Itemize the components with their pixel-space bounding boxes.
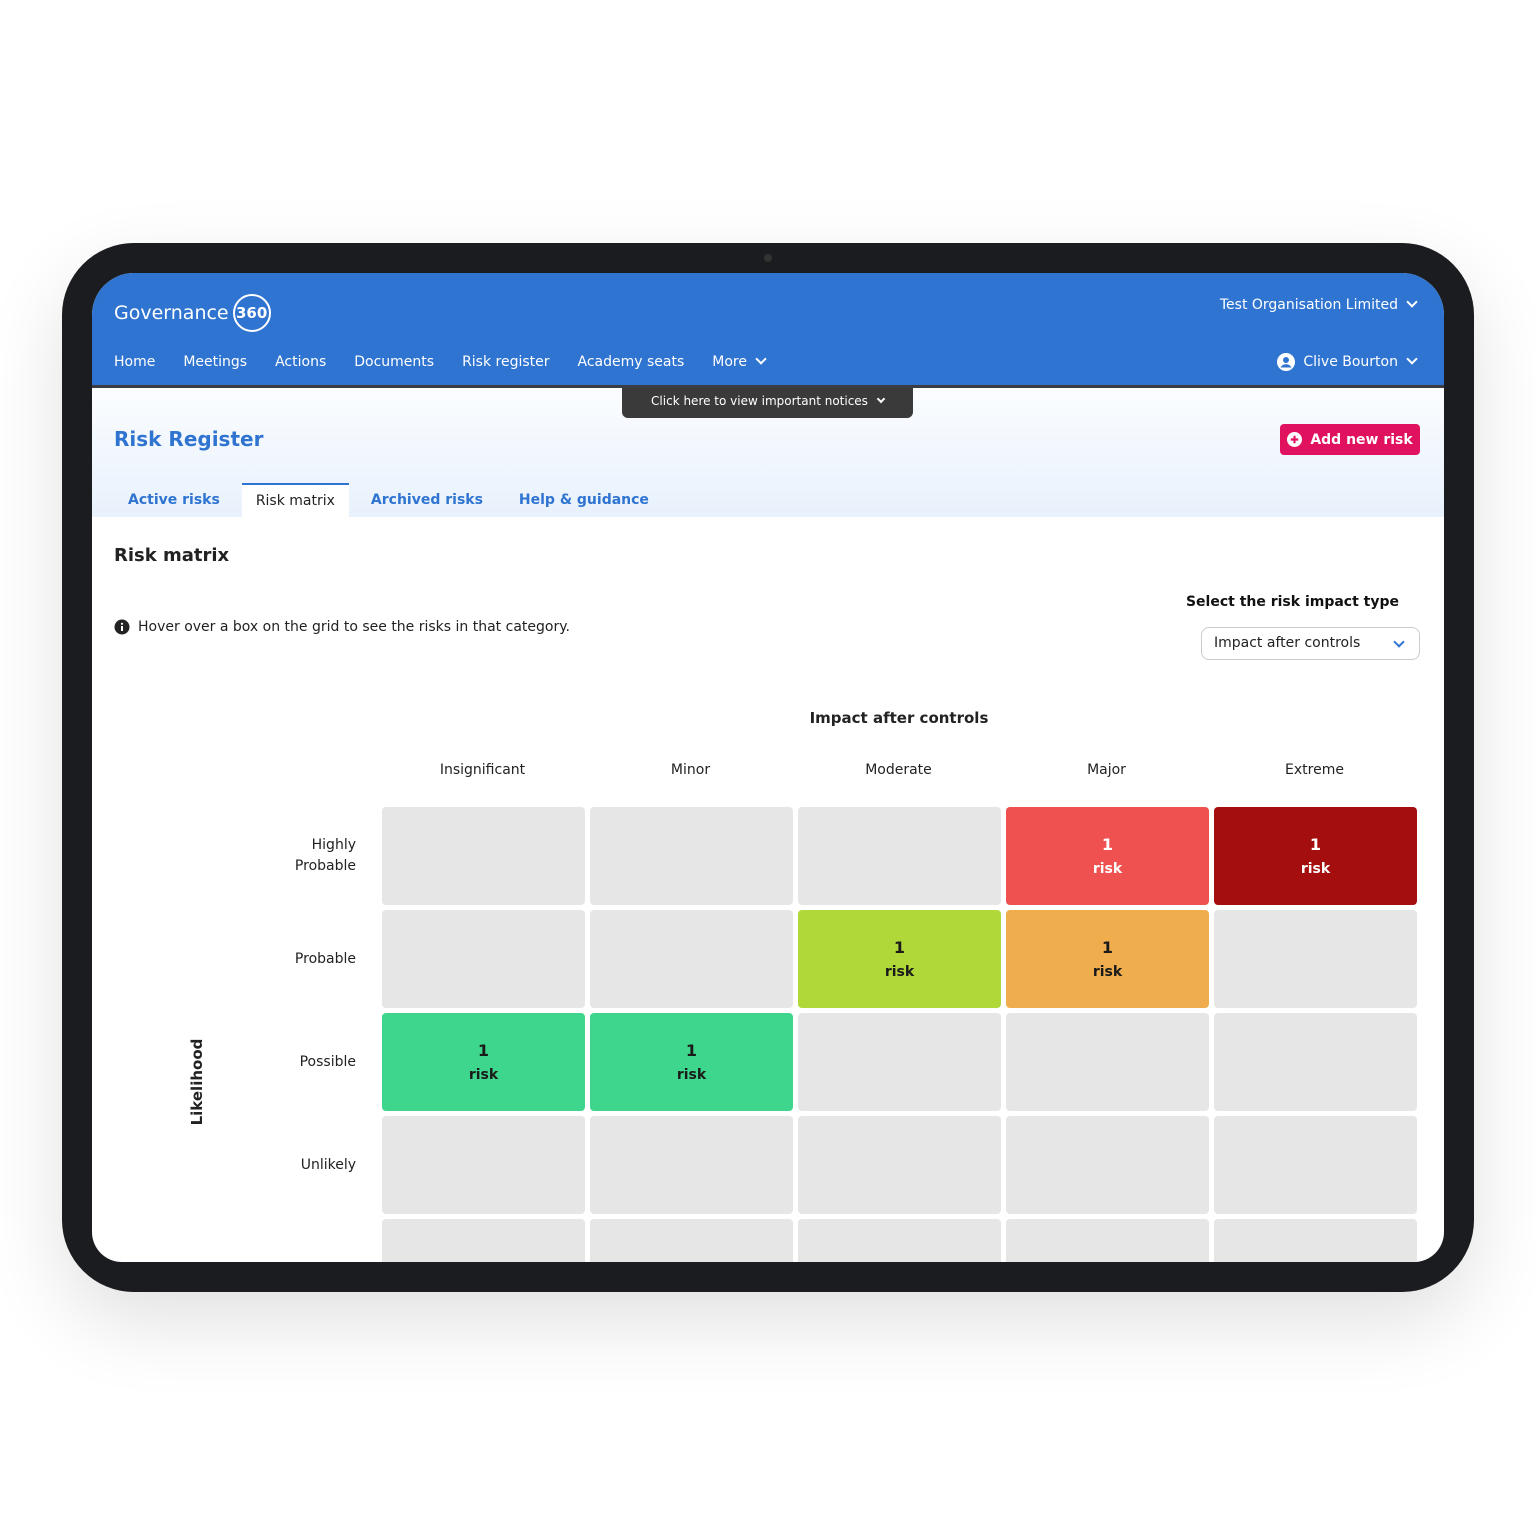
matrix-cell[interactable] — [590, 1116, 793, 1214]
chevron — [755, 353, 767, 365]
page-title: Risk Register — [114, 427, 264, 451]
nav-label: Documents — [354, 354, 435, 370]
matrix-cell[interactable] — [382, 910, 585, 1008]
logo-text: Governance — [114, 302, 229, 324]
add-risk-button[interactable]: Add new risk — [1280, 424, 1420, 455]
user-menu[interactable]: Clive Bourton — [1277, 351, 1418, 373]
risk-unit: risk — [468, 1067, 499, 1083]
nav-label: Home — [114, 354, 156, 370]
plus-icon — [1287, 432, 1303, 447]
matrix-cell[interactable] — [1214, 1219, 1417, 1262]
risk-count: 1 — [1309, 835, 1322, 854]
tab[interactable]: Active risks — [128, 492, 220, 508]
nav-label: Academy seats — [577, 354, 685, 370]
impact-select[interactable]: Impact after controls — [1201, 627, 1420, 660]
column-label: Extreme — [1285, 762, 1344, 778]
y-axis-title: Likelihood — [188, 1038, 206, 1126]
risk-unit: risk — [884, 964, 915, 980]
notice-text: Click here to view important notices — [651, 394, 868, 408]
row-label: Possible — [299, 1053, 356, 1070]
risk-count: 1 — [1101, 835, 1114, 854]
column-label: Minor — [670, 762, 711, 778]
nav-label: Risk register — [462, 354, 550, 370]
chevron — [1393, 636, 1405, 648]
nav: Home Meetings Actions Documents Risk registe… — [114, 351, 767, 373]
nav-item[interactable]: Risk register — [462, 351, 549, 373]
matrix-cell[interactable] — [590, 807, 793, 905]
matrix-cell[interactable] — [382, 1219, 585, 1262]
section-heading: Risk matrix — [114, 545, 230, 566]
nav-label: Actions — [275, 354, 327, 370]
risk-count: 1 — [685, 1041, 698, 1060]
matrix-cell[interactable] — [382, 1116, 585, 1214]
user-icon — [1277, 353, 1296, 371]
matrix-cell[interactable] — [1006, 1219, 1209, 1262]
matrix-cell[interactable] — [1006, 1013, 1209, 1111]
risk-count: 1 — [1101, 938, 1114, 957]
matrix-cell[interactable]: 1 risk — [590, 1013, 793, 1111]
nav-label: Meetings — [183, 354, 248, 370]
matrix-cell[interactable]: 1 risk — [1006, 910, 1209, 1008]
chevron — [1406, 353, 1418, 365]
matrix-cell[interactable] — [1214, 1013, 1417, 1111]
risk-count: 1 — [477, 1041, 490, 1060]
select-value: Impact after controls — [1214, 635, 1361, 651]
matrix-cell[interactable] — [590, 910, 793, 1008]
add-risk-label: Add new risk — [1310, 431, 1413, 448]
tab[interactable]: Archived risks — [370, 492, 483, 508]
matrix-cell[interactable] — [798, 1219, 1001, 1262]
matrix-cell[interactable]: 1 risk — [1006, 807, 1209, 905]
screen: Governance 360 Test Organisation Limited… — [92, 273, 1444, 1262]
column-label: Major — [1087, 762, 1126, 778]
chevron — [1406, 296, 1418, 308]
user-name: Clive Bourton — [1303, 354, 1398, 370]
notice-toggle[interactable]: Click here to view important notices — [622, 388, 913, 418]
risk-unit: risk — [1300, 861, 1331, 877]
header: Governance 360 Test Organisation Limited… — [92, 273, 1444, 388]
hint: Hover over a box on the grid to see the … — [114, 619, 570, 635]
matrix-cell[interactable] — [798, 807, 1001, 905]
camera — [764, 254, 772, 262]
x-axis-title: Impact after controls — [809, 709, 989, 727]
matrix-cell[interactable] — [1006, 1116, 1209, 1214]
matrix-cell[interactable] — [798, 1116, 1001, 1214]
info-icon — [114, 619, 130, 635]
row-label: Unlikely — [300, 1156, 356, 1173]
risk-count: 1 — [893, 938, 906, 957]
select-label: Select the risk impact type — [1185, 594, 1399, 610]
logo-badge: 360 — [232, 294, 271, 332]
row-label: Probable — [294, 950, 356, 967]
nav-item[interactable]: Meetings — [183, 351, 247, 373]
column-label: Moderate — [865, 762, 932, 778]
hint-text: Hover over a box on the grid to see the … — [138, 619, 570, 635]
organisation: Test Organisation Limited — [1219, 297, 1398, 313]
nav-item[interactable]: More — [712, 351, 767, 373]
tab[interactable]: Help & guidance — [518, 492, 649, 508]
matrix-cell[interactable] — [590, 1219, 793, 1262]
risk-unit: risk — [676, 1067, 707, 1083]
nav-item[interactable]: Actions — [275, 351, 326, 373]
nav-label: More — [712, 354, 747, 370]
nav-item[interactable]: Academy seats — [578, 351, 685, 373]
matrix-cell[interactable]: 1 risk — [382, 1013, 585, 1111]
chevron — [876, 394, 886, 404]
risk-unit: risk — [1092, 861, 1123, 877]
matrix-cell[interactable] — [1214, 910, 1417, 1008]
nav-item[interactable]: Documents — [354, 351, 434, 373]
matrix-cell[interactable]: 1 risk — [1214, 807, 1417, 905]
nav-item[interactable]: Home — [114, 351, 155, 373]
matrix-cell[interactable]: 1 risk — [798, 910, 1001, 1008]
tab[interactable]: Risk matrix — [241, 483, 349, 517]
matrix-cell[interactable] — [1214, 1116, 1417, 1214]
organisation-select[interactable]: Test Organisation Limited — [1219, 296, 1418, 313]
row-label: Highly Probable — [294, 837, 356, 874]
column-label: Insignificant — [439, 762, 526, 778]
matrix-cell[interactable] — [382, 807, 585, 905]
matrix-cell[interactable] — [798, 1013, 1001, 1111]
tabs: Active risks Risk matrix Archived risks Hel… — [114, 483, 671, 517]
risk-unit: risk — [1092, 964, 1123, 980]
logo[interactable]: Governance 360 — [114, 294, 271, 332]
